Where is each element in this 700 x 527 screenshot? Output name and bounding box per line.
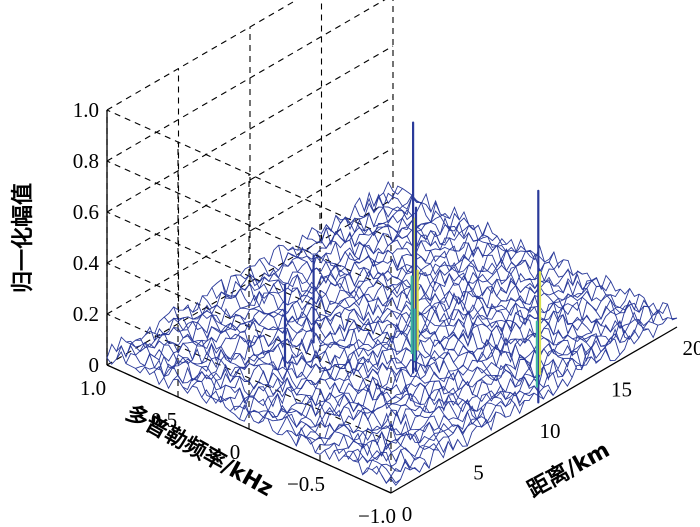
mesh-line — [106, 351, 392, 484]
mesh-line — [230, 274, 516, 408]
x-tick-label: 5 — [473, 461, 484, 485]
mesh-line — [173, 306, 459, 451]
grid-line — [106, 0, 298, 111]
mesh-line — [220, 279, 506, 418]
mesh-line — [201, 222, 489, 399]
grid-line — [106, 96, 394, 264]
z-tick-label: 1.0 — [73, 98, 99, 122]
y-tick-label: −1.0 — [358, 504, 396, 527]
mesh-line — [201, 295, 487, 426]
x-tick-label: 20 — [683, 336, 700, 360]
mesh-line — [163, 316, 449, 454]
mesh-line — [373, 193, 659, 329]
grid-line — [106, 313, 392, 443]
mesh-line — [392, 187, 678, 321]
y-axis-title: 多普勒频率/kHz — [121, 400, 277, 502]
z-tick-label: 0.6 — [73, 200, 99, 224]
grid-line — [106, 198, 394, 366]
y-tick-label: 0.5 — [151, 408, 177, 432]
mesh-line — [307, 238, 592, 371]
mesh-line — [240, 273, 525, 407]
z-axis-title: 归一化幅值 — [10, 183, 36, 293]
surface-peak — [535, 189, 542, 404]
x-tick-label: 0 — [402, 502, 413, 526]
z-tick-label: 0.4 — [73, 251, 100, 275]
mesh-line — [286, 269, 574, 437]
mesh-line — [278, 245, 563, 389]
mesh-line — [287, 246, 573, 378]
x-tick-label: 15 — [611, 378, 632, 402]
y-tick-label: 0 — [230, 440, 241, 464]
x-axis-title: 距离/km — [523, 437, 614, 503]
z-tick-label: 0 — [89, 353, 100, 377]
mesh-line — [116, 185, 403, 360]
grid-line — [106, 0, 386, 162]
mesh-line — [182, 304, 468, 447]
z-tick-label: 0.2 — [73, 302, 99, 326]
z-tick-labels: 0 0.2 0.4 0.6 0.8 1.0 — [73, 98, 100, 377]
mesh-line — [363, 197, 649, 332]
mesh-line — [383, 192, 668, 324]
mesh-line — [135, 337, 420, 473]
x-tick-labels: 0 5 10 15 20 — [402, 336, 700, 526]
grid-line — [106, 147, 394, 315]
y-tick-labels: 1.0 0.5 0 −0.5 −1.0 — [80, 376, 396, 527]
grid-line — [106, 45, 394, 213]
mesh-line — [354, 205, 640, 340]
grid-line — [106, 160, 392, 290]
mesh-line — [192, 301, 478, 434]
mesh-line — [344, 217, 630, 344]
axis-box — [106, 110, 678, 494]
z-tick-label: 0.8 — [73, 149, 99, 173]
y-tick-label: 1.0 — [80, 376, 106, 400]
mesh-line — [126, 340, 411, 472]
mesh-line — [211, 287, 497, 424]
mesh-line — [325, 224, 611, 361]
y-axis-line — [106, 364, 392, 494]
x-tick-label: 10 — [540, 419, 561, 443]
mesh-line — [249, 266, 535, 397]
mesh-line — [316, 226, 601, 365]
grid-line — [106, 109, 392, 239]
mesh-line — [259, 258, 544, 400]
x-axis-line — [390, 326, 678, 494]
mesh-line — [116, 344, 401, 484]
mesh-line — [144, 326, 430, 469]
mesh-line — [154, 327, 440, 451]
surface-peaks — [283, 121, 542, 404]
mesh-line — [191, 224, 479, 387]
surface-peak — [413, 206, 419, 372]
y-tick-label: −0.5 — [287, 472, 325, 496]
surface-mesh — [106, 180, 678, 487]
